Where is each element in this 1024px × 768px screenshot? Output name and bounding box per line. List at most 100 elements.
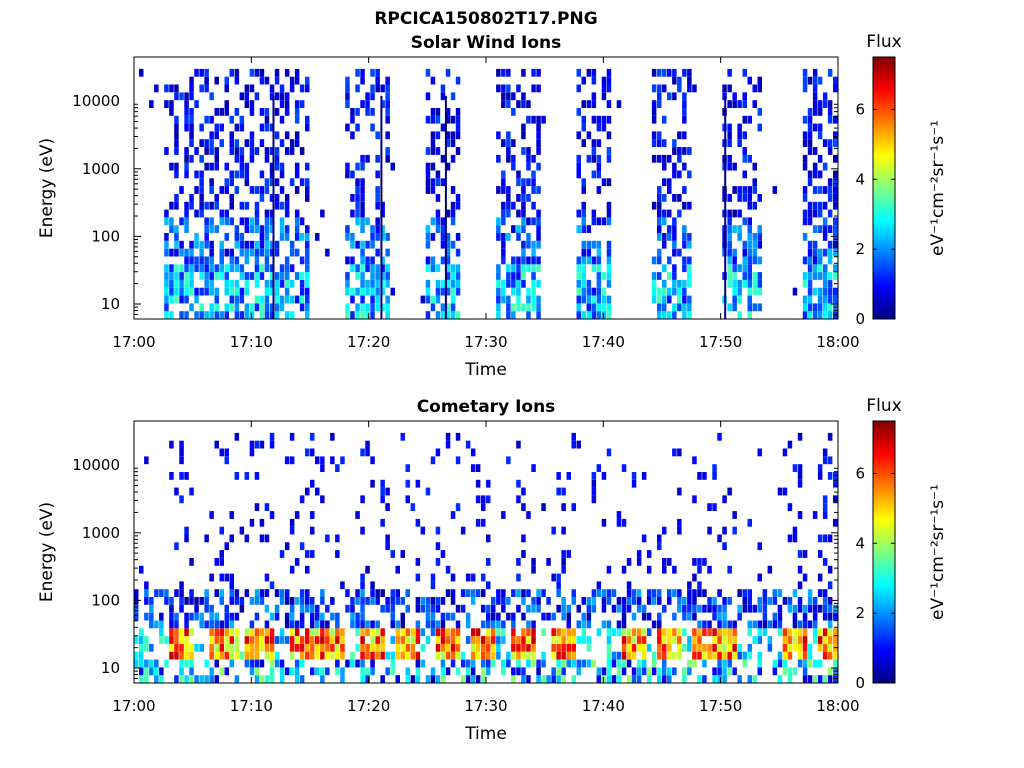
heatmap-cell xyxy=(511,154,516,163)
heatmap-cell xyxy=(370,303,375,312)
heatmap-cell xyxy=(355,612,360,621)
heatmap-cell xyxy=(626,643,632,652)
heatmap-cell xyxy=(521,186,526,194)
heatmap-cell xyxy=(330,643,335,652)
heatmap-cell xyxy=(646,589,652,597)
heatmap-cell xyxy=(817,170,823,179)
heatmap-cell xyxy=(712,675,717,683)
heatmap-cell xyxy=(189,194,194,202)
heatmap-cell xyxy=(239,115,245,124)
heatmap-cell xyxy=(742,92,747,101)
x-tick-label: 17:00 xyxy=(112,697,155,715)
heatmap-cell xyxy=(360,573,365,582)
heatmap-cell xyxy=(425,597,431,605)
heatmap-cell xyxy=(616,651,622,660)
heatmap-cell xyxy=(455,264,461,273)
heatmap-cell xyxy=(732,303,737,312)
heatmap-cell xyxy=(566,550,571,558)
heatmap-cell xyxy=(239,154,245,163)
heatmap-cell xyxy=(410,643,416,652)
heatmap-cell xyxy=(802,233,808,241)
heatmap-cell xyxy=(370,636,375,644)
heatmap-cell xyxy=(360,448,365,457)
heatmap-cell xyxy=(636,659,642,668)
heatmap-cell xyxy=(802,209,808,218)
heatmap-cell xyxy=(219,311,224,319)
heatmap-cell xyxy=(385,503,390,511)
heatmap-cell xyxy=(425,178,431,187)
x-tick-label: 18:00 xyxy=(816,697,859,715)
x-tick-label: 17:50 xyxy=(699,697,742,715)
heatmap-cell xyxy=(380,272,385,280)
heatmap-cell xyxy=(596,667,602,676)
heatmap-cell xyxy=(305,115,310,124)
heatmap-cell xyxy=(807,651,813,660)
heatmap-cell xyxy=(611,659,617,668)
heatmap-cell xyxy=(325,604,330,613)
heatmap-cell xyxy=(224,233,229,241)
heatmap-cell xyxy=(179,186,184,194)
heatmap-cell xyxy=(465,667,471,676)
heatmap-cell xyxy=(269,279,275,288)
heatmap-cell xyxy=(687,201,692,210)
heatmap-cell xyxy=(249,303,255,312)
x-tick-label: 17:30 xyxy=(464,697,507,715)
heatmap-cell xyxy=(481,675,486,683)
heatmap-cell xyxy=(279,303,285,312)
heatmap-cell xyxy=(697,628,702,637)
heatmap-cell xyxy=(254,636,260,644)
heatmap-cell xyxy=(214,131,219,140)
heatmap-cell xyxy=(189,240,194,249)
heatmap-cell xyxy=(269,432,275,441)
heatmap-cell xyxy=(732,526,737,535)
heatmap-cell xyxy=(440,636,446,644)
heatmap-cell xyxy=(204,162,209,171)
heatmap-cell xyxy=(299,620,305,629)
heatmap-cell xyxy=(812,636,818,644)
heatmap-cell xyxy=(244,659,250,668)
heatmap-cell xyxy=(737,131,742,140)
heatmap-cell xyxy=(807,76,813,85)
heatmap-cell xyxy=(556,643,561,652)
heatmap-cell xyxy=(551,651,556,660)
heatmap-cell xyxy=(430,295,436,304)
heatmap-cell xyxy=(254,643,260,652)
heatmap-cell xyxy=(305,233,310,241)
heatmap-cell xyxy=(139,667,144,676)
heatmap-cell xyxy=(757,636,762,644)
cometary-heatmap-cells xyxy=(134,432,838,683)
heatmap-cell xyxy=(269,170,275,179)
heatmap-cell xyxy=(375,597,380,605)
heatmap-cell xyxy=(827,643,833,652)
heatmap-cell xyxy=(591,479,597,488)
heatmap-cell xyxy=(586,131,592,140)
heatmap-cell xyxy=(682,264,687,273)
heatmap-cell xyxy=(651,139,657,147)
heatmap-cell xyxy=(747,248,752,257)
heatmap-cell xyxy=(269,225,275,233)
heatmap-cell xyxy=(189,154,194,163)
heatmap-cell xyxy=(667,628,672,637)
heatmap-cell xyxy=(576,131,581,140)
heatmap-cell xyxy=(687,667,692,676)
heatmap-cell xyxy=(380,604,385,613)
heatmap-cell xyxy=(204,597,209,605)
heatmap-cell xyxy=(445,565,451,574)
heatmap-cell xyxy=(305,279,310,288)
heatmap-cell xyxy=(551,636,556,644)
heatmap-cell xyxy=(511,620,516,629)
heatmap-cell xyxy=(657,589,662,597)
heatmap-cell xyxy=(822,225,828,233)
heatmap-cell xyxy=(355,659,360,668)
heatmap-cell xyxy=(219,272,224,280)
heatmap-cell xyxy=(385,248,390,257)
heatmap-cell xyxy=(747,272,752,280)
heatmap-cell xyxy=(360,597,365,605)
heatmap-cell xyxy=(802,303,808,312)
heatmap-cell xyxy=(475,479,481,488)
heatmap-cell xyxy=(682,612,687,621)
heatmap-cell xyxy=(209,162,214,171)
heatmap-cell xyxy=(435,131,441,140)
heatmap-cell xyxy=(833,287,838,296)
heatmap-cell xyxy=(782,659,788,668)
